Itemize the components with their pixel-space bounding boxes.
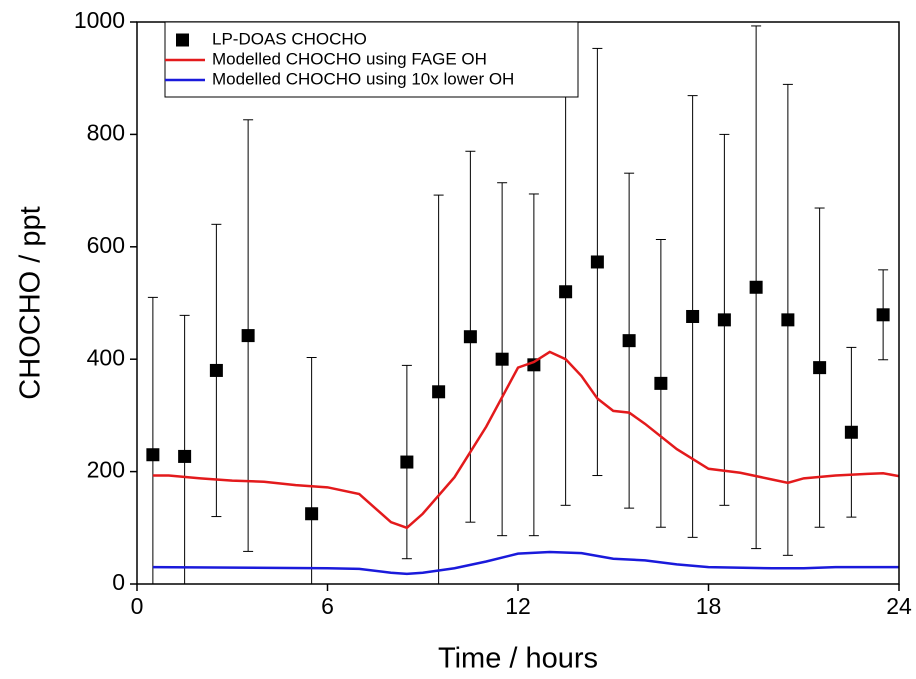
legend-text: Modelled CHOCHO using 10x lower OH [212, 69, 514, 88]
data-point [400, 455, 414, 469]
y-tick-label: 0 [112, 569, 125, 595]
x-tick-label: 6 [321, 593, 334, 619]
x-tick-label: 24 [886, 593, 912, 619]
model-line [152, 350, 899, 530]
y-tick-label: 800 [87, 119, 125, 145]
y-tick-label: 1000 [74, 7, 125, 33]
data-point [495, 352, 509, 366]
data-point [749, 280, 763, 294]
data-point [654, 376, 668, 390]
y-axis-label: CHOCHO / ppt [15, 206, 47, 399]
y-tick-label: 200 [87, 457, 125, 483]
model-line [152, 550, 899, 576]
data-point [527, 358, 541, 372]
data-point [241, 329, 255, 343]
x-tick-label: 18 [696, 593, 722, 619]
data-point [590, 255, 604, 269]
data-point [209, 363, 223, 377]
data-point [781, 313, 795, 327]
legend-text: LP-DOAS CHOCHO [212, 29, 367, 48]
data-point [463, 330, 477, 344]
plot-area [146, 25, 899, 584]
data-point [432, 385, 446, 399]
x-axis-label: Time / hours [438, 643, 598, 675]
plot-frame [136, 21, 900, 585]
data-point [178, 449, 192, 463]
data-point [622, 334, 636, 348]
data-point [844, 425, 858, 439]
legend-box [164, 21, 579, 98]
y-tick-label: 400 [87, 344, 125, 370]
data-point [559, 285, 573, 299]
data-point [305, 507, 319, 521]
data-point [876, 308, 890, 322]
data-point [717, 313, 731, 327]
x-tick-label: 0 [131, 593, 144, 619]
legend-text: Modelled CHOCHO using FAGE OH [212, 49, 487, 68]
y-tick-label: 600 [87, 232, 125, 258]
data-point [686, 309, 700, 323]
data-point [146, 448, 160, 462]
x-tick-label: 12 [505, 593, 531, 619]
legend-marker [176, 33, 189, 47]
data-point [813, 361, 827, 375]
